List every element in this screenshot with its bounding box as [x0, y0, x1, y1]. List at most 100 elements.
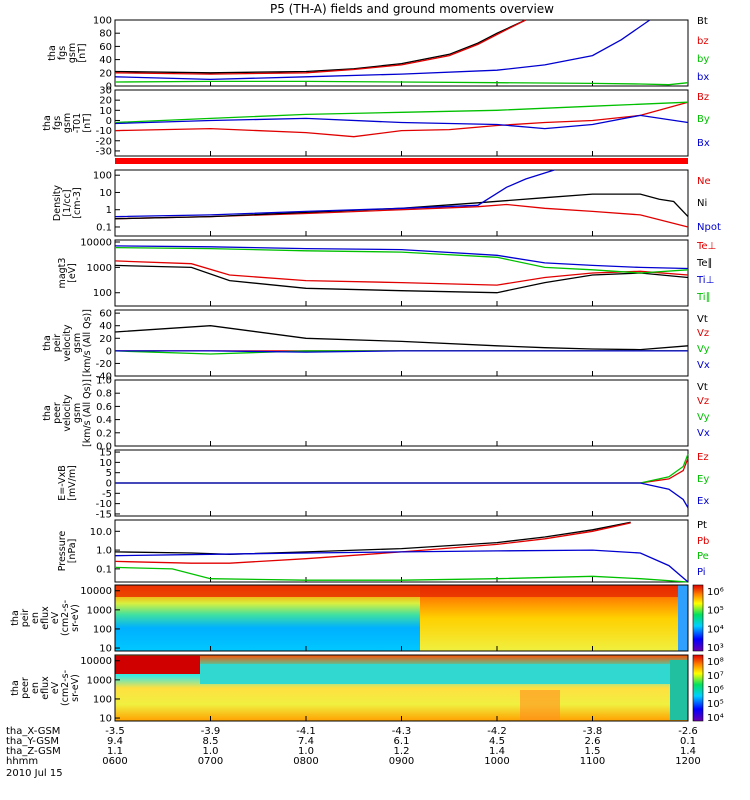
footer-value: 0.1	[680, 736, 696, 747]
colorbar-peer	[692, 654, 704, 722]
series-line-bx	[114, 19, 651, 81]
ylabel: magt3	[57, 258, 68, 289]
ylabel: eflux	[40, 606, 51, 630]
ylabel: tha	[47, 45, 58, 61]
colorbar-tick-label: 10⁵	[707, 606, 724, 617]
series-line-Ti∥	[114, 246, 689, 274]
ytick-label: -5	[102, 489, 112, 500]
legend-entry: Npot	[697, 222, 721, 233]
footer-value: 1200	[675, 756, 700, 767]
legend-entry: Ey	[697, 474, 709, 485]
ytick-label: 1000	[87, 263, 112, 274]
footer-value: -3.9	[201, 726, 221, 737]
peir-spectrogram-axis: 10000 1000 100 10 tha peir en eflux eV (cm2-s-sr-…	[10, 586, 689, 655]
legend-entry: Vx	[697, 428, 710, 439]
ylabel: gsm	[67, 43, 78, 63]
ytick-label: 100	[93, 624, 112, 635]
ylabel: gsm	[72, 333, 83, 353]
ylabel: peer	[52, 402, 63, 424]
ylabel: (cm2-s-	[60, 670, 71, 706]
colorbar-tick-label: 10⁷	[707, 671, 724, 682]
figure-title: P5 (TH-A) fields and ground moments over…	[270, 2, 554, 16]
series-line-Pt	[114, 521, 631, 555]
ytick-label: 0	[106, 82, 112, 93]
colorbar-tick-label: 10⁴	[707, 624, 724, 635]
legend-entry: Pt	[697, 520, 707, 531]
ylabel: tha	[42, 335, 53, 351]
footer-value: 2.6	[585, 736, 601, 747]
ytick-label: 1.0	[96, 546, 112, 557]
ylabel: eV	[50, 681, 61, 694]
colorbar-peer-ticks: 10⁸ 10⁷ 10⁶ 10⁵ 10⁴	[707, 657, 724, 724]
footer-value: 9.4	[107, 736, 123, 747]
legend-entry: Te⊥	[696, 241, 716, 252]
colorbar-tick-label: 10⁶	[707, 587, 724, 598]
ylabel: [cm-3]	[72, 187, 83, 218]
panel-frame	[114, 169, 689, 237]
ytick-label: 100	[93, 171, 112, 182]
ylabel: peir	[20, 609, 31, 628]
ylabel: [mV/m]	[67, 465, 78, 501]
ytick-label: 60	[99, 42, 112, 53]
peir-spectrogram	[114, 584, 689, 652]
ylabel: tha	[10, 610, 21, 626]
series-line-Ti⊥	[114, 245, 689, 270]
ylabel: tha	[42, 405, 53, 421]
ytick-label: 0	[106, 479, 112, 490]
legend-entry: Vt	[697, 382, 708, 393]
footer-value: 1.0	[298, 746, 314, 757]
ytick-label: -10	[96, 499, 112, 510]
legend-entry: bz	[697, 36, 709, 47]
colorbar-tick-label: 10⁸	[707, 657, 724, 668]
ytick-label: 60	[99, 309, 112, 320]
ytick-label: 20	[99, 96, 112, 107]
ytick-label: -15	[96, 509, 112, 520]
ylabel: gsm	[62, 113, 73, 133]
colorbar-tick-label: 10⁴	[707, 713, 724, 724]
footer-row-label: tha_Z-GSM	[6, 746, 61, 757]
ytick-label: 10000	[80, 238, 112, 249]
ylabel: en	[30, 682, 41, 694]
ylabel: [1/cc]	[62, 189, 73, 216]
series-line-Vx	[115, 350, 688, 353]
panel-frame	[114, 19, 689, 87]
footer-value: 1.1	[107, 746, 123, 757]
ytick-label: 100	[93, 694, 112, 705]
legend-entry: By	[697, 114, 710, 125]
legend-entry: Ez	[697, 452, 709, 463]
ytick-label: 80	[99, 29, 112, 40]
series-line-Ez	[115, 458, 689, 484]
footer-value: -4.3	[392, 726, 412, 737]
footer-value: 4.5	[489, 736, 505, 747]
ylabel: [km/s (All Qs)]	[82, 309, 93, 377]
ylabel: peir	[52, 334, 63, 353]
legend-entry: Pb	[697, 536, 709, 547]
legend-entry: Ni	[697, 198, 707, 209]
legend-entry: Ex	[697, 496, 709, 507]
ytick-label: 15	[99, 448, 112, 459]
series-line-Bx	[114, 114, 689, 130]
legend-entry: Bz	[697, 92, 709, 103]
ytick-label: 0.6	[96, 402, 112, 413]
ytick-label: 1000	[87, 675, 112, 686]
footer-value: 1.0	[203, 746, 219, 757]
series-line-Ex	[115, 482, 689, 509]
orbit-footer: tha_X-GSM -3.5 -3.9 -4.1 -4.3 -4.2 -3.8 -2.6 tha…	[6, 726, 701, 767]
ylabel: tha	[10, 680, 21, 696]
legend-entry: Vx	[697, 360, 710, 371]
series-line-Ni	[114, 193, 689, 220]
series-line-Bt	[114, 19, 526, 74]
ylabel: Pressure	[57, 531, 68, 572]
legend-entry: Ne	[697, 176, 711, 187]
ylabel: [eV]	[67, 263, 78, 283]
ylabel: [nPa]	[67, 539, 78, 564]
footer-value: 8.5	[203, 736, 219, 747]
status-bar	[115, 158, 688, 164]
ytick-label: 20	[99, 68, 112, 79]
series-line-bz	[114, 19, 526, 75]
ylabel: gsm	[72, 403, 83, 423]
ylabel: (cm2-s-	[60, 600, 71, 636]
ytick-label: 10	[99, 106, 112, 117]
series-line-Ey	[115, 453, 689, 484]
